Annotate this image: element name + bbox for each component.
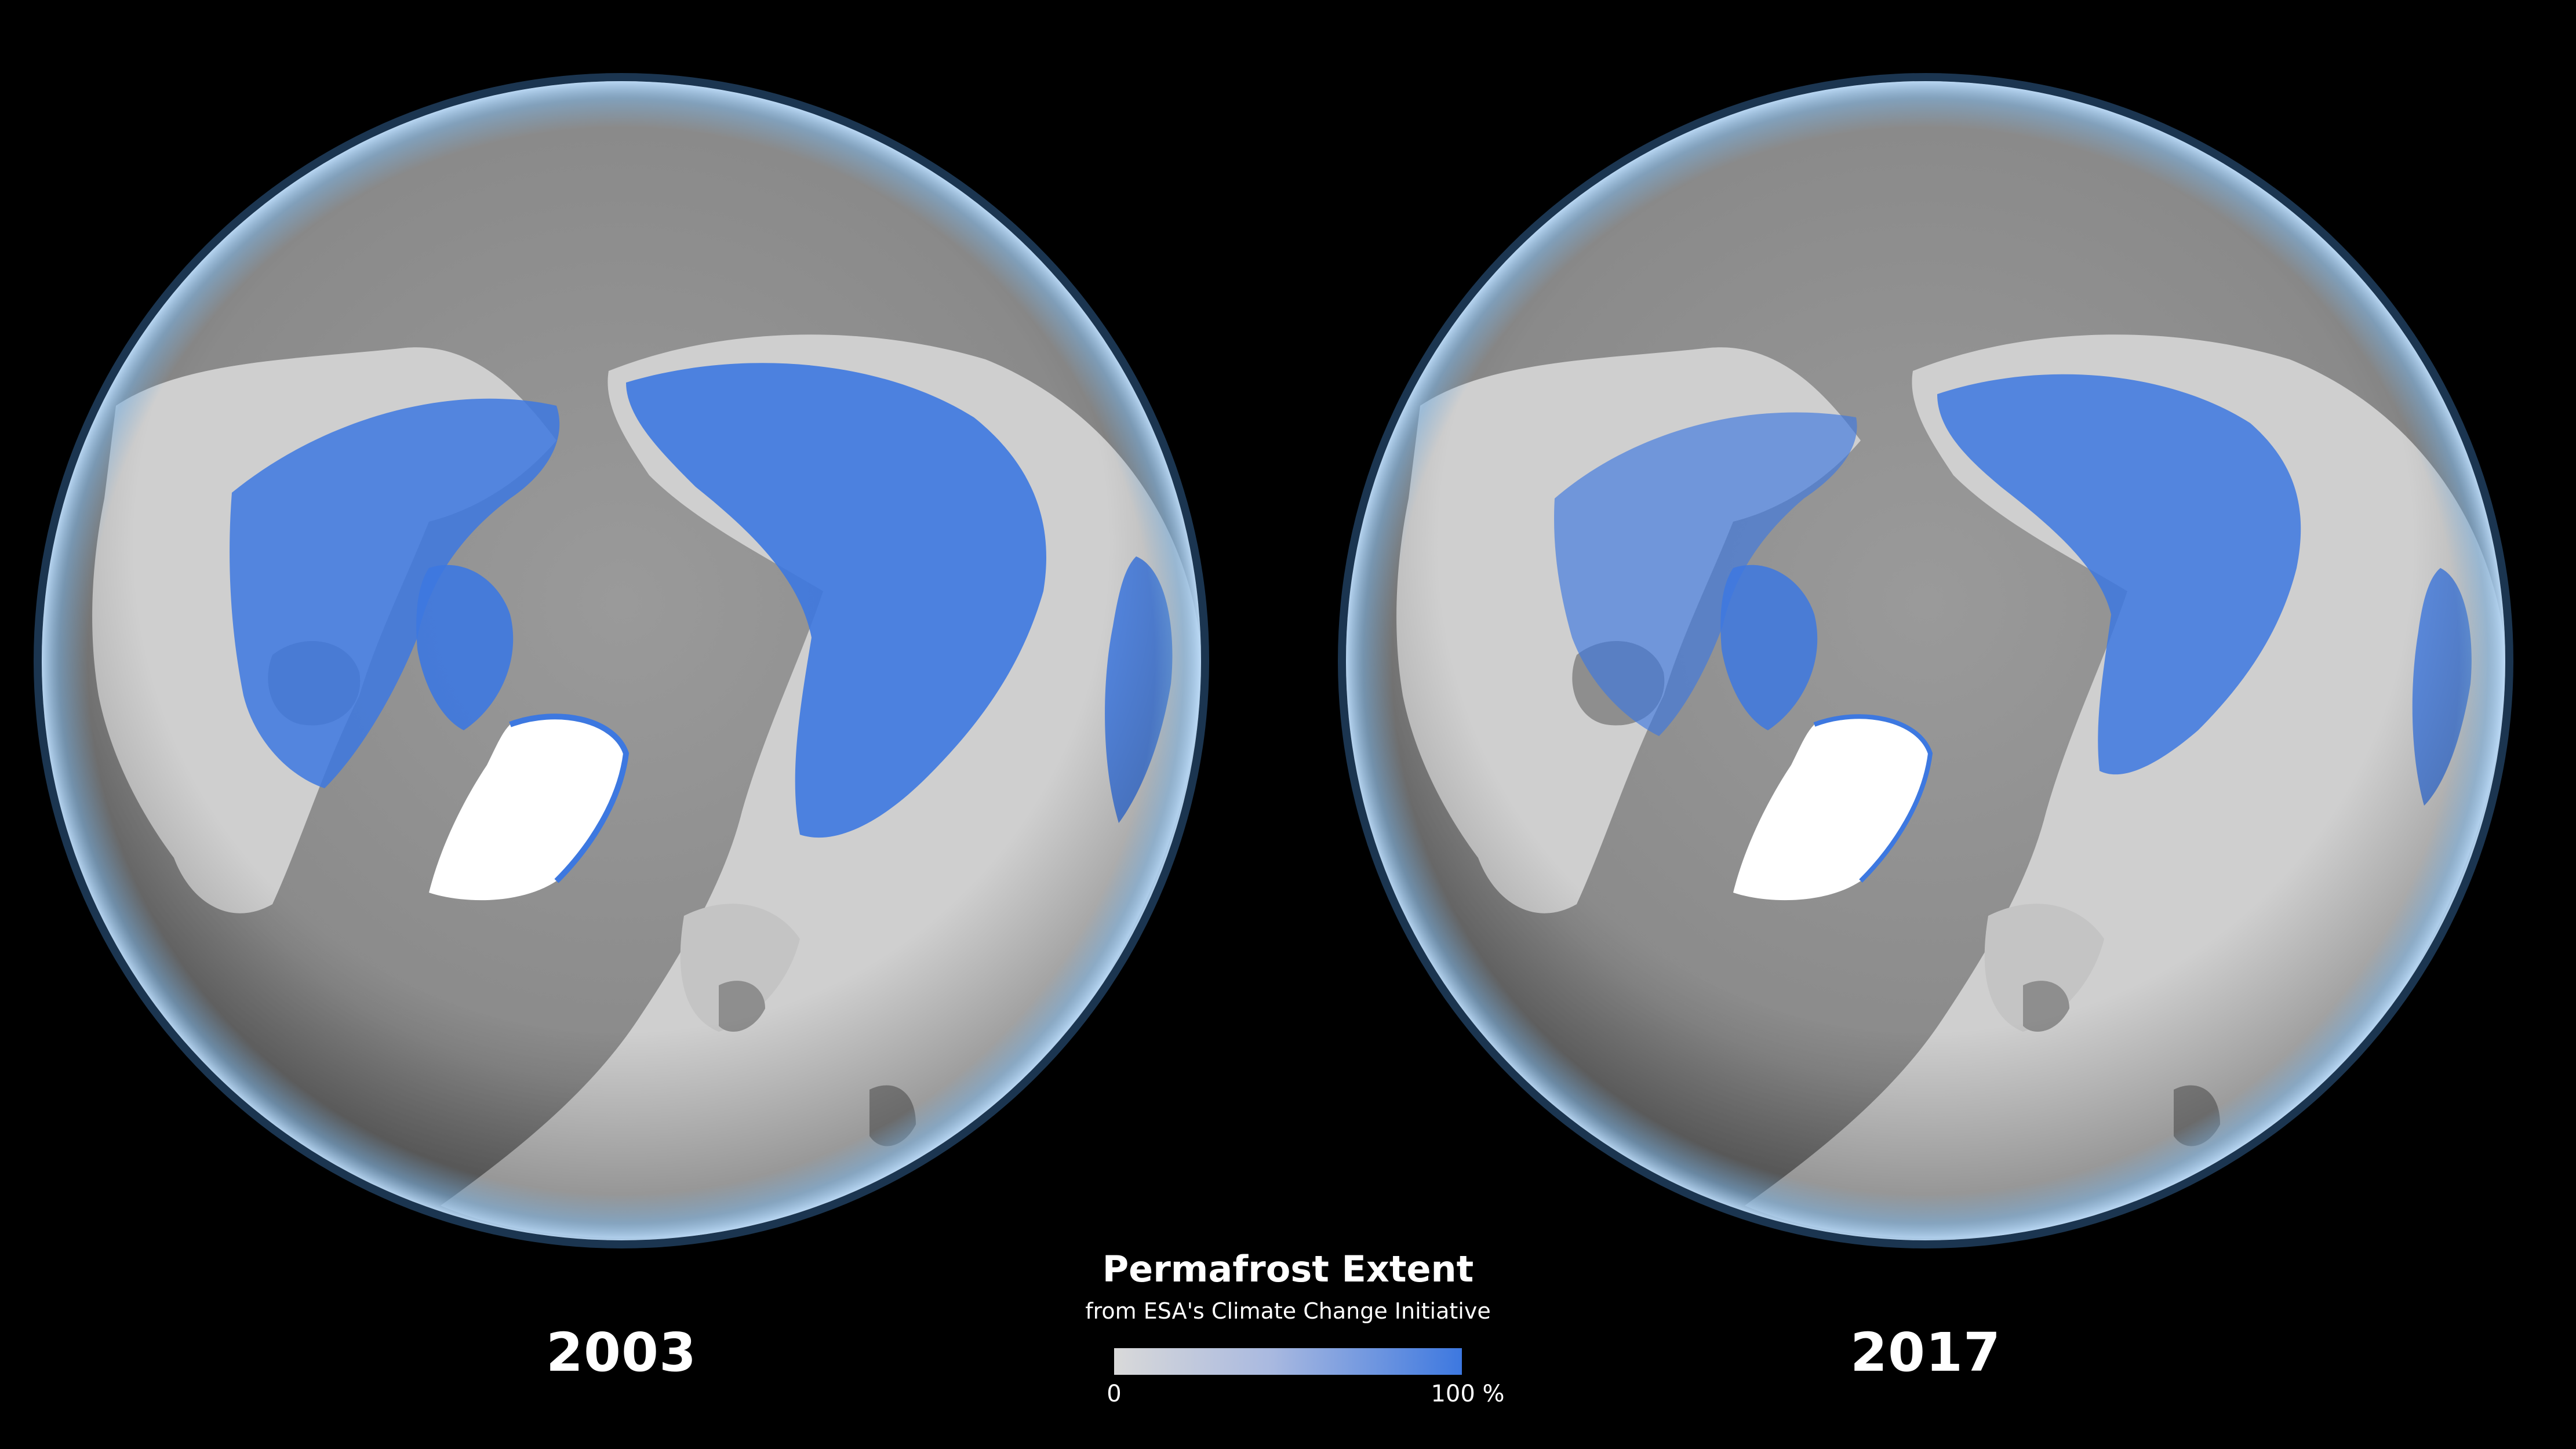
legend-title: Permafrost Extent [1102, 1248, 1474, 1290]
legend-min-label: 0 [1107, 1381, 1122, 1407]
atmosphere-rim [42, 81, 1201, 1240]
legend-color-scale [1114, 1348, 1462, 1375]
globe-2017 [1338, 73, 2513, 1248]
year-label-2017: 2017 [1850, 1321, 2002, 1384]
year-label-2003: 2003 [545, 1321, 697, 1384]
legend-subtitle: from ESA's Climate Change Initiative [1085, 1298, 1491, 1324]
globe-2003 [34, 73, 1209, 1248]
atmosphere-rim [1346, 81, 2505, 1240]
legend: Permafrost Extent from ESA's Climate Cha… [1056, 1246, 1520, 1407]
legend-max-label: 100 % [1431, 1381, 1505, 1407]
